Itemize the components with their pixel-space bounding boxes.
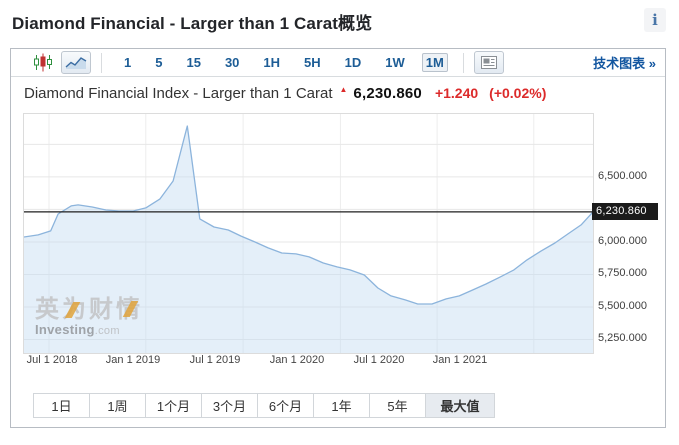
range-button-3m[interactable]: 3个月 [201, 393, 258, 418]
price-area [24, 126, 593, 353]
toolbar-divider [462, 52, 464, 73]
candlestick-chart-icon[interactable] [31, 52, 55, 74]
price-chart-canvas [24, 114, 593, 353]
x-axis-label: Jul 1 2018 [26, 354, 78, 366]
range-button-max[interactable]: 最大值 [425, 393, 495, 418]
x-axis-label: Jan 1 2020 [269, 354, 325, 366]
interval-button-1[interactable]: 1 [124, 55, 132, 70]
range-button-1d[interactable]: 1日 [33, 393, 90, 418]
interval-button-5[interactable]: 5 [155, 55, 163, 70]
interval-button-5h[interactable]: 5H [304, 55, 321, 70]
chart-widget: 1 5 15 30 1H 5H 1D 1W 1M 技术图表 » Diamond Financia… [10, 48, 666, 428]
interval-list: 1 5 15 30 1H 5H 1D 1W 1M [112, 53, 453, 72]
technical-chart-link[interactable]: 技术图表 » [593, 56, 656, 71]
instrument-name: Diamond Financial Index - Larger than 1 … [24, 85, 333, 102]
range-button-1y[interactable]: 1年 [313, 393, 370, 418]
last-price: 6,230.860 [353, 85, 422, 102]
instrument-header: Diamond Financial Index - Larger than 1 … [24, 85, 653, 109]
price-up-arrow-icon: ▲ [339, 85, 348, 94]
range-button-6m[interactable]: 6个月 [257, 393, 314, 418]
y-axis-label: 5,500.000 [598, 300, 647, 312]
interval-button-1d[interactable]: 1D [344, 55, 362, 70]
y-axis-label: 5,750.000 [598, 267, 647, 279]
chart-toolbar: 1 5 15 30 1H 5H 1D 1W 1M 技术图表 » [11, 49, 665, 77]
interval-button-15[interactable]: 15 [186, 55, 201, 70]
price-change: +1.240 [434, 85, 479, 101]
x-axis-label: Jul 1 2020 [353, 354, 405, 366]
y-axis-label: 5,250.000 [598, 332, 647, 344]
x-axis-label: Jul 1 2019 [189, 354, 241, 366]
x-axis-label: Jan 1 2019 [105, 354, 161, 366]
range-selector: 1日 1周 1个月 3个月 6个月 1年 5年 最大值 [33, 393, 495, 418]
current-price-badge: 6,230.860 [592, 203, 658, 220]
news-panel-icon[interactable] [473, 51, 504, 74]
interval-button-1h[interactable]: 1H [263, 55, 281, 70]
price-chart[interactable]: 英为财情 Investing.com [23, 113, 594, 354]
range-button-5y[interactable]: 5年 [369, 393, 426, 418]
info-icon[interactable]: i [644, 8, 666, 32]
price-line [24, 125, 593, 305]
range-button-1m[interactable]: 1个月 [145, 393, 202, 418]
y-axis-label: 6,000.000 [598, 235, 647, 247]
price-change-percent: (+0.02%) [489, 85, 547, 101]
line-chart-icon[interactable] [61, 51, 91, 74]
page-title: Diamond Financial - Larger than 1 Carat概… [12, 14, 373, 33]
interval-button-30[interactable]: 30 [224, 55, 240, 70]
x-axis-label: Jan 1 2021 [432, 354, 488, 366]
y-axis-label: 6,500.000 [598, 170, 647, 182]
grid-lines [24, 114, 593, 353]
toolbar-divider [101, 52, 102, 73]
interval-button-1w[interactable]: 1W [385, 55, 405, 70]
range-button-1w[interactable]: 1周 [89, 393, 146, 418]
interval-button-1m[interactable]: 1M [421, 53, 448, 72]
